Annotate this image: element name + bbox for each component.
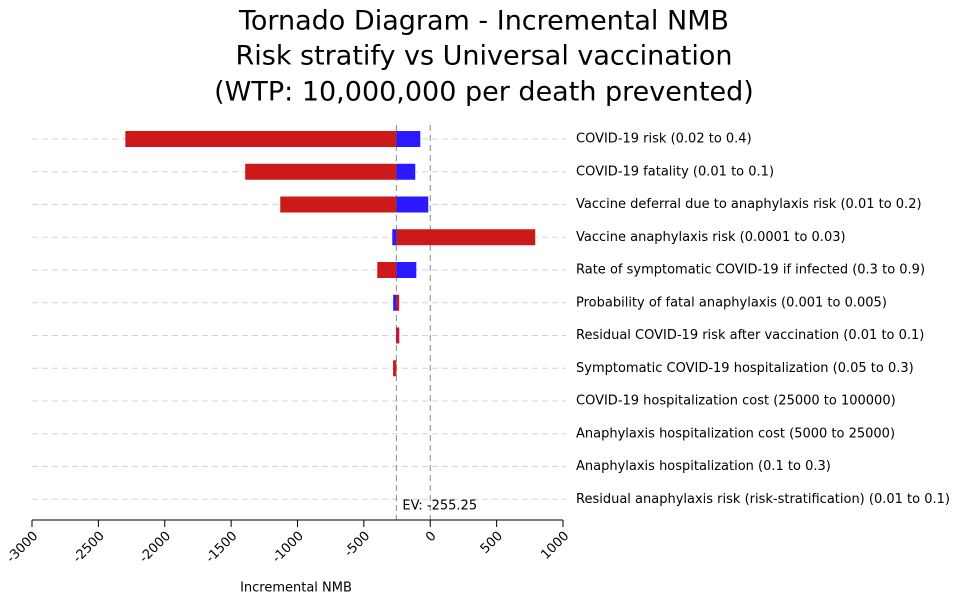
bar — [245, 163, 397, 180]
bar — [396, 131, 421, 147]
category-label: Anaphylaxis hospitalization (0.1 to 0.3) — [576, 459, 831, 474]
x-tick-label: -500 — [342, 529, 373, 560]
category-label: COVID-19 fatality (0.01 to 0.1) — [576, 164, 774, 179]
category-label: Rate of symptomatic COVID-19 if infected… — [576, 263, 925, 278]
x-tick-label: -1500 — [203, 529, 240, 566]
x-tick-label: -3000 — [4, 529, 41, 566]
x-tick-label: 1000 — [538, 529, 572, 563]
bar — [125, 131, 397, 147]
category-label: Anaphylaxis hospitalization cost (5000 t… — [576, 426, 895, 441]
category-label: COVID-19 hospitalization cost (25000 to … — [576, 394, 896, 409]
chart-title: (WTP: 10,000,000 per death prevented) — [214, 77, 754, 108]
bar — [396, 229, 536, 246]
chart-title: Risk stratify vs Universal vaccination — [235, 41, 732, 72]
category-label: Probability of fatal anaphylaxis (0.001 … — [576, 295, 887, 310]
x-axis-label: Incremental NMB — [240, 581, 352, 595]
x-tick-label: -2500 — [70, 529, 107, 566]
bar — [377, 262, 397, 278]
bar — [396, 327, 400, 344]
x-tick-label: -2000 — [137, 529, 174, 566]
bar — [392, 229, 397, 246]
ev-label: EV: -255.25 — [402, 499, 477, 514]
chart-title: Tornado Diagram - Incremental NMB — [238, 6, 729, 37]
bar — [396, 262, 417, 278]
x-tick-label: 500 — [478, 529, 506, 557]
bar — [393, 294, 397, 311]
category-label: Vaccine deferral due to anaphylaxis risk… — [576, 197, 922, 212]
category-label: Symptomatic COVID-19 hospitalization (0.… — [576, 361, 914, 376]
bar — [280, 196, 397, 213]
category-label: Residual COVID-19 risk after vaccination… — [576, 328, 924, 343]
bar — [396, 294, 400, 311]
x-tick-label: -1000 — [269, 529, 306, 566]
bar — [396, 163, 416, 180]
category-label: Vaccine anaphylaxis risk (0.0001 to 0.03… — [576, 230, 846, 245]
category-label: COVID-19 risk (0.02 to 0.4) — [576, 132, 752, 147]
x-tick-label: 0 — [423, 529, 439, 545]
bar — [393, 360, 397, 377]
bar — [396, 196, 429, 213]
category-label: Residual anaphylaxis risk (risk-stratifi… — [576, 492, 950, 507]
